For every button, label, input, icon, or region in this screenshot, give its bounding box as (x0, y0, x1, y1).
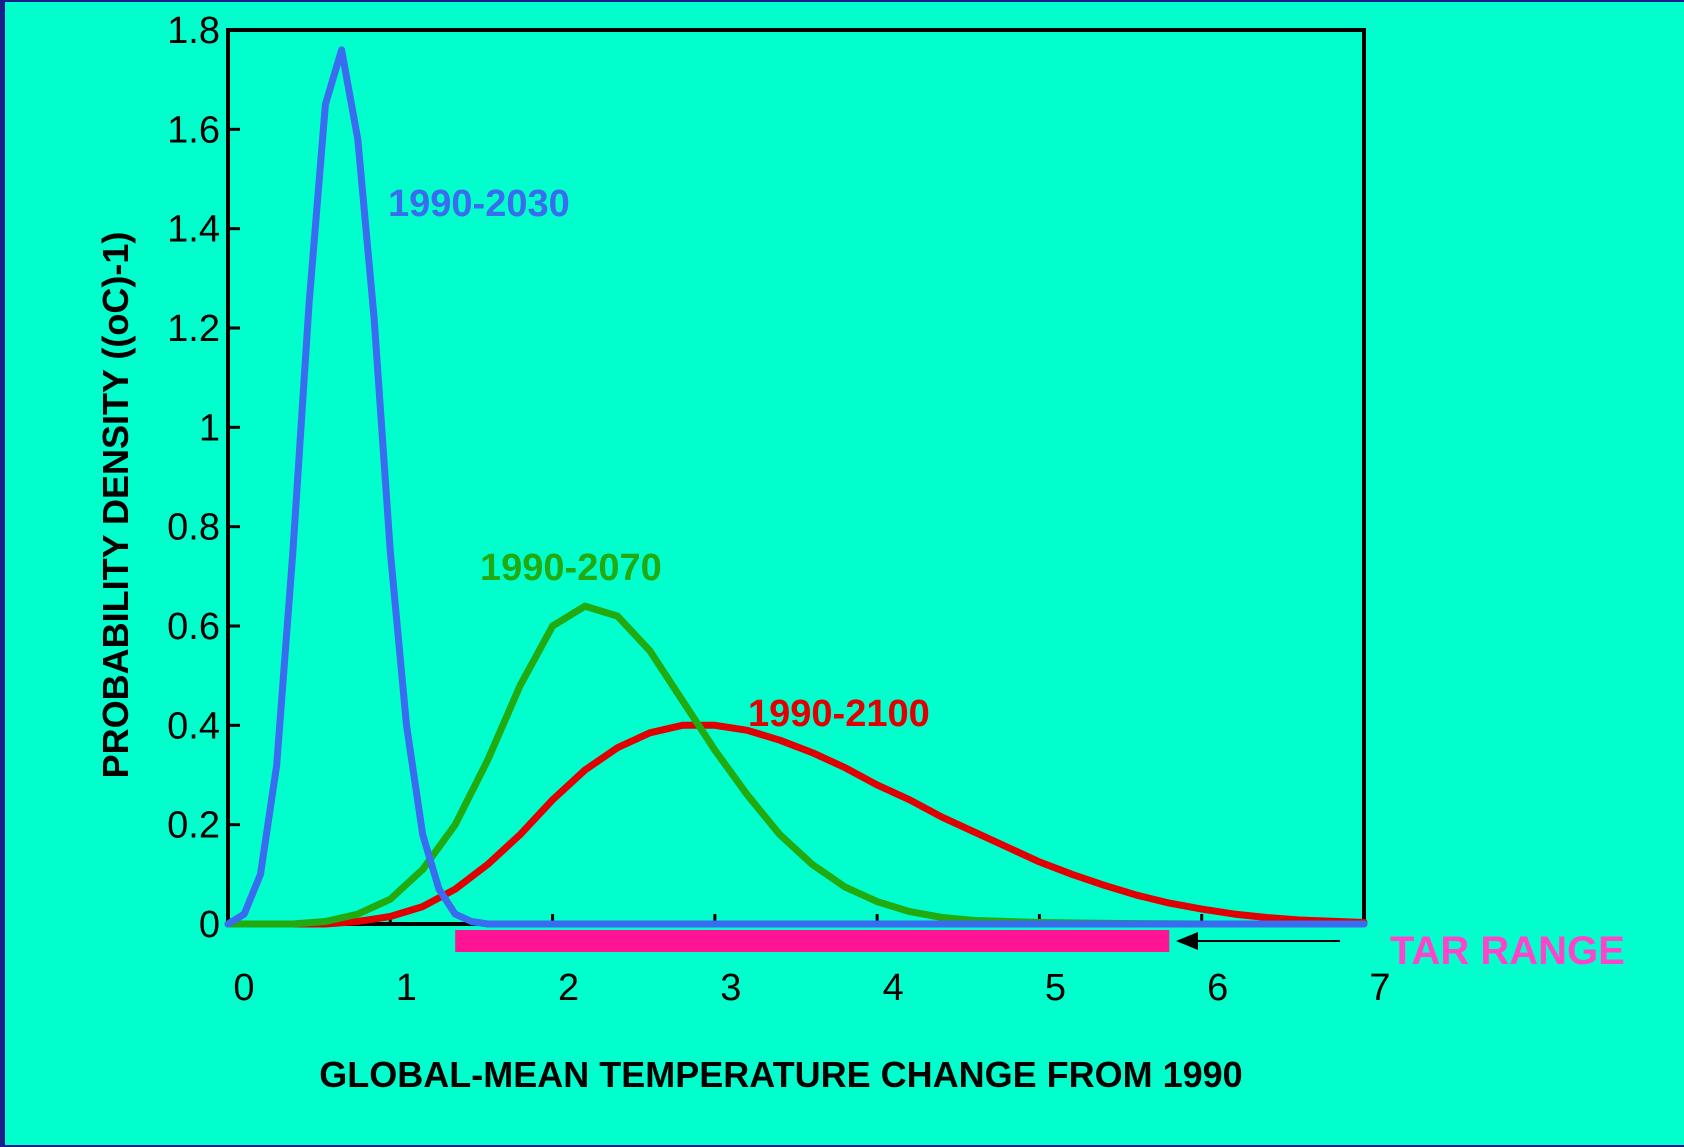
y-tick-label: 1.8 (167, 10, 220, 52)
x-tick-label: 0 (233, 967, 254, 1009)
y-tick-label: 0.8 (167, 507, 220, 549)
tar-range-arrow-head (1176, 932, 1198, 950)
series-line-1990-2030 (224, 46, 1368, 928)
x-tick-label: 1 (396, 967, 417, 1009)
series-label-1990-2030: 1990-2030 (388, 183, 570, 225)
y-tick-label: 1 (199, 407, 220, 449)
chart-background (5, 2, 1684, 1145)
y-tick-label: 0.6 (167, 606, 220, 648)
tar-range-label: TAR RANGE (1390, 929, 1625, 973)
x-tick-label: 7 (1369, 967, 1390, 1009)
y-tick-label: 0.4 (167, 705, 220, 747)
x-tick-label: 6 (1207, 967, 1228, 1009)
plot-area-frame (226, 28, 1366, 926)
y-tick-label: 1.6 (167, 109, 220, 151)
y-axis-title: PROBABILITY DENSITY ((oC)-1) (95, 232, 136, 779)
y-tick-label: 0.2 (167, 805, 220, 847)
y-tick-label: 1.2 (167, 308, 220, 350)
x-tick-label: 3 (720, 967, 741, 1009)
x-tick-label: 4 (883, 967, 904, 1009)
tar-range-bar (455, 930, 1170, 952)
series-line-1990-2100 (224, 721, 1368, 928)
x-tick-label: 2 (558, 967, 579, 1009)
y-tick-label: 1.4 (167, 209, 220, 251)
series-line-1990-2070 (224, 602, 1368, 928)
x-axis-title: GLOBAL-MEAN TEMPERATURE CHANGE FROM 1990 (319, 1054, 1242, 1095)
series-label-1990-2100: 1990-2100 (748, 693, 930, 735)
x-tick-label: 5 (1045, 967, 1066, 1009)
series-label-1990-2070: 1990-2070 (480, 547, 662, 589)
y-tick-label: 0 (199, 904, 220, 946)
